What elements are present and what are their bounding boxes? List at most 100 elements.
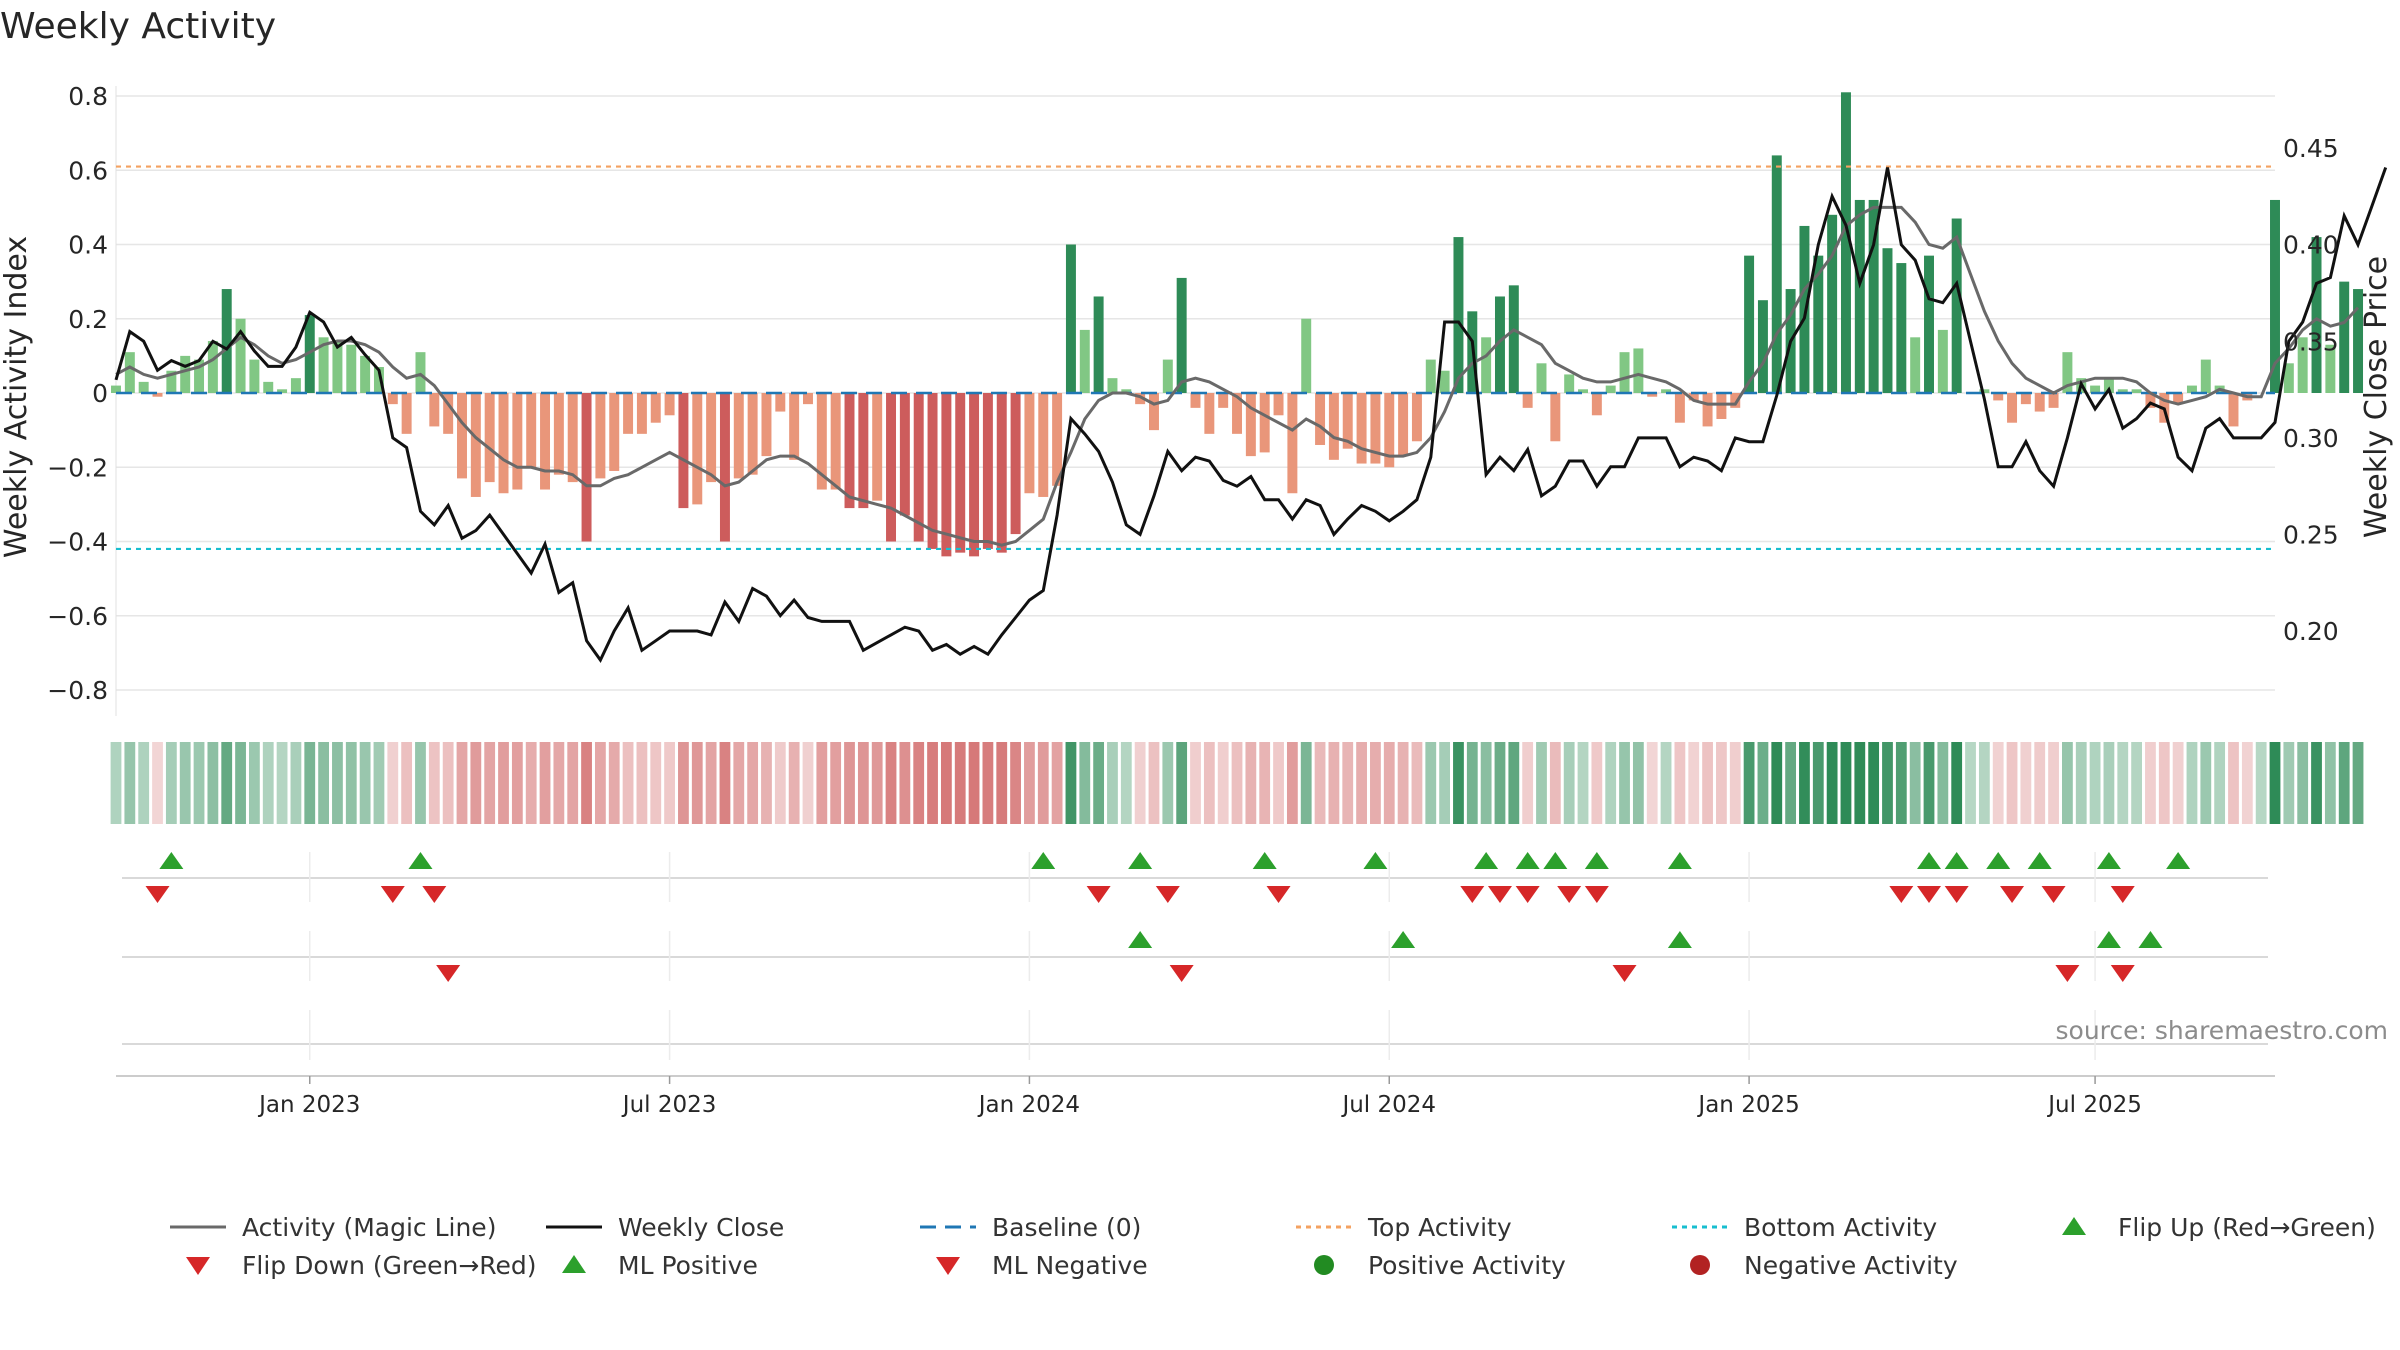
heat-cell bbox=[415, 742, 426, 824]
heat-cell bbox=[207, 742, 219, 824]
heat-cell bbox=[1231, 742, 1243, 824]
heat-cell bbox=[373, 742, 385, 824]
down-signal-triangle bbox=[2110, 886, 2135, 903]
down-signal-triangle bbox=[422, 886, 447, 903]
legend-bottom-activity-label: Bottom Activity bbox=[1744, 1212, 1938, 1242]
activity-bar bbox=[941, 393, 952, 557]
legend-bottom-activity: Bottom Activity bbox=[1668, 1212, 1937, 1242]
x-tick-label: Jul 2024 bbox=[1340, 1092, 1436, 1118]
activity-bar bbox=[540, 393, 551, 490]
heat-cell bbox=[2255, 742, 2267, 824]
down-signal-triangle bbox=[1612, 965, 1637, 982]
activity-bar bbox=[1771, 155, 1782, 394]
legend-weekly-close-swatch bbox=[546, 1225, 602, 1229]
heat-cell bbox=[1895, 742, 1907, 824]
activity-bar bbox=[844, 393, 855, 509]
heat-cell bbox=[1882, 742, 1893, 824]
activity-bar bbox=[526, 393, 537, 468]
activity-bar bbox=[138, 381, 149, 394]
activity-bar bbox=[816, 393, 827, 490]
activity-bar bbox=[678, 393, 689, 509]
heat-cell bbox=[525, 742, 537, 824]
activity-bar bbox=[470, 393, 481, 497]
activity-bar bbox=[290, 378, 301, 394]
heat-cell bbox=[719, 742, 731, 824]
y2-tick-label: 0.40 bbox=[2283, 231, 2339, 260]
down-signal-triangle bbox=[145, 886, 170, 903]
legend-baseline: Baseline (0) bbox=[916, 1212, 1141, 1242]
activity-bar bbox=[1522, 393, 1533, 408]
heat-cell bbox=[1494, 742, 1506, 824]
series-lines bbox=[114, 166, 2388, 663]
heat-cell bbox=[318, 742, 329, 824]
heat-cell bbox=[567, 742, 579, 824]
activity-bar bbox=[1342, 393, 1353, 449]
heat-cell bbox=[498, 742, 509, 824]
heat-cell bbox=[1328, 742, 1340, 824]
activity-bar bbox=[1301, 318, 1312, 394]
flip-up-triangle-icon bbox=[2062, 1217, 2086, 1235]
heat-cell bbox=[2172, 742, 2184, 824]
activity-bar bbox=[1799, 225, 1810, 394]
activity-bar bbox=[1868, 199, 1879, 394]
x-tick-label: Jul 2025 bbox=[2046, 1092, 2142, 1118]
heat-cell bbox=[705, 742, 717, 824]
heat-cell bbox=[2048, 742, 2059, 824]
heat-cell bbox=[1799, 742, 1810, 824]
heat-cell bbox=[1037, 742, 1049, 824]
heat-cell bbox=[1688, 742, 1700, 824]
heat-cell bbox=[1148, 742, 1160, 824]
up-signal-triangle bbox=[2096, 931, 2121, 948]
heat-cell bbox=[2214, 742, 2226, 824]
y-axis-ticks: 0.8 0.6 0.4 0.2 0 −0.2 −0.4 −0.6 −0.8 bbox=[47, 82, 108, 705]
y-tick-label: −0.8 bbox=[47, 676, 108, 705]
activity-bar bbox=[457, 393, 467, 479]
activity-bar bbox=[221, 289, 232, 394]
heat-cell bbox=[1190, 742, 1201, 824]
heat-cell bbox=[193, 742, 205, 824]
heat-cell bbox=[1480, 742, 1492, 824]
y-tick-label: 0.8 bbox=[68, 82, 108, 111]
heat-cell bbox=[913, 742, 925, 824]
heat-cell bbox=[636, 742, 648, 824]
heat-cell bbox=[1120, 742, 1132, 824]
activity-bar bbox=[2270, 199, 2280, 394]
activity-bar bbox=[1010, 393, 1021, 535]
heat-cell bbox=[332, 742, 343, 824]
heat-cell bbox=[1397, 742, 1409, 824]
activity-bar bbox=[1619, 352, 1630, 394]
flip-down-triangle-icon bbox=[186, 1257, 210, 1275]
heat-cell bbox=[110, 742, 122, 824]
down-signal-triangle bbox=[1557, 886, 1582, 903]
activity-bar bbox=[1398, 393, 1409, 457]
heat-cell bbox=[788, 742, 800, 824]
activity-bar bbox=[2034, 393, 2045, 412]
up-signal-triangle bbox=[2138, 931, 2163, 948]
activity-bar bbox=[1121, 389, 1132, 394]
activity-bar bbox=[747, 393, 758, 475]
activity-bar bbox=[1993, 393, 2004, 401]
down-signal-triangle bbox=[1460, 886, 1485, 903]
activity-bar bbox=[913, 393, 924, 542]
activity-bar bbox=[1605, 385, 1616, 394]
heat-cell bbox=[1010, 742, 1021, 824]
heat-cell bbox=[248, 742, 260, 824]
activity-bar bbox=[2145, 393, 2156, 408]
activity-bar bbox=[2131, 389, 2142, 394]
activity-bar bbox=[1439, 370, 1450, 394]
legend-magic-line: Activity (Magic Line) bbox=[166, 1212, 496, 1242]
heat-cell bbox=[2075, 742, 2087, 824]
heat-cell bbox=[2145, 742, 2156, 824]
activity-bar bbox=[1882, 248, 1893, 394]
legend-top-activity: Top Activity bbox=[1292, 1212, 1512, 1242]
y2-tick-label: 0.35 bbox=[2283, 327, 2339, 356]
up-signal-triangle bbox=[159, 852, 184, 869]
heat-cell bbox=[442, 742, 454, 824]
y-tick-label: −0.2 bbox=[47, 453, 108, 482]
activity-bar bbox=[1688, 393, 1699, 401]
activity-bar bbox=[2173, 393, 2184, 405]
heat-cell bbox=[885, 742, 897, 824]
heat-cell bbox=[1286, 742, 1298, 824]
heat-cell bbox=[1065, 742, 1077, 824]
heat-cell bbox=[1660, 742, 1672, 824]
